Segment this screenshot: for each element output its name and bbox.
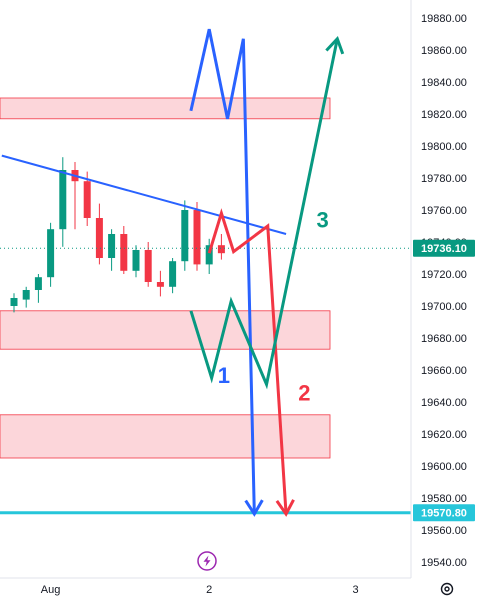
y-tick-label-6: 19780.00	[421, 173, 467, 185]
y-tick-label-18: 19540.00	[421, 557, 467, 569]
scenario-3-label: 3	[317, 208, 329, 233]
y-tick-label-5: 19800.00	[421, 141, 467, 153]
y-tick-label-1: 19880.00	[421, 13, 467, 25]
price-tags: 19736.10 19570.80	[413, 239, 475, 522]
candle-body-8	[95, 218, 103, 258]
candle-body-10	[120, 234, 128, 271]
trendline	[1, 154, 287, 235]
y-tick-label-3: 19840.00	[421, 77, 467, 89]
scenario-1-label: 1	[218, 363, 230, 388]
target-price-tag-box	[413, 504, 475, 522]
scenario-2-path	[207, 208, 288, 515]
candle-body-1	[10, 298, 18, 306]
candle-body-7	[83, 181, 91, 218]
candle-body-5	[59, 170, 67, 230]
y-tick-label-12: 19660.00	[421, 365, 467, 377]
y-tick-label-14: 19620.00	[421, 429, 467, 441]
y-tick-label-13: 19640.00	[421, 397, 467, 409]
x-tick-label-2: 2	[206, 584, 212, 596]
candle-body-13	[156, 282, 164, 287]
candle-body-17	[205, 245, 213, 265]
price-axis[interactable]	[411, 0, 479, 601]
candle-body-4	[47, 229, 55, 278]
candle-body-12	[144, 250, 152, 282]
y-tick-label-7: 19760.00	[421, 205, 467, 217]
lines-layer	[0, 154, 411, 515]
candle-body-11	[132, 250, 140, 271]
x-tick-label-3: 3	[353, 584, 359, 596]
y-tick-label-17: 19560.00	[421, 525, 467, 537]
target-price-tag-text: 19570.80	[421, 508, 467, 520]
candle-body-14	[169, 261, 177, 287]
x-tick-label-1: Aug	[41, 584, 61, 596]
scenario-2-label: 2	[298, 380, 310, 405]
candle-body-9	[108, 234, 116, 258]
settings-gear-icon[interactable]	[440, 582, 454, 596]
y-tick-label-2: 19860.00	[421, 45, 467, 57]
lightning-icon[interactable]	[197, 551, 217, 571]
candle-body-18	[217, 245, 225, 254]
y-tick-label-10: 19700.00	[421, 301, 467, 313]
supply-demand-zone-1	[0, 97, 331, 120]
current-price-tag-text: 19736.10	[421, 243, 467, 255]
candles-layer	[10, 157, 225, 313]
y-tick-label-9: 19720.00	[421, 269, 467, 281]
scenario-layer: 1 2 3	[189, 28, 345, 517]
y-tick-label-15: 19600.00	[421, 461, 467, 473]
y-tick-label-16: 19580.00	[421, 493, 467, 505]
candle-body-2	[22, 290, 30, 300]
current-price-tag-box	[413, 239, 475, 257]
scenario-1-path	[189, 28, 256, 515]
scenario-3-arrowhead	[325, 35, 345, 55]
y-tick-label-4: 19820.00	[421, 109, 467, 121]
supply-demand-zone-3	[0, 414, 331, 459]
y-axis-labels: 19880.00 19860.00 19840.00 19820.00 19800.00…	[421, 13, 467, 569]
scenario-2-arrowhead	[275, 499, 295, 517]
candle-body-16	[193, 210, 201, 265]
candle-body-15	[181, 210, 189, 262]
x-axis-labels: Aug 2 3	[41, 584, 359, 596]
scenario-3-path	[189, 38, 339, 390]
candle-body-3	[34, 277, 42, 290]
y-tick-label-11: 19680.00	[421, 333, 467, 345]
scenario-1-arrowhead	[244, 499, 264, 517]
